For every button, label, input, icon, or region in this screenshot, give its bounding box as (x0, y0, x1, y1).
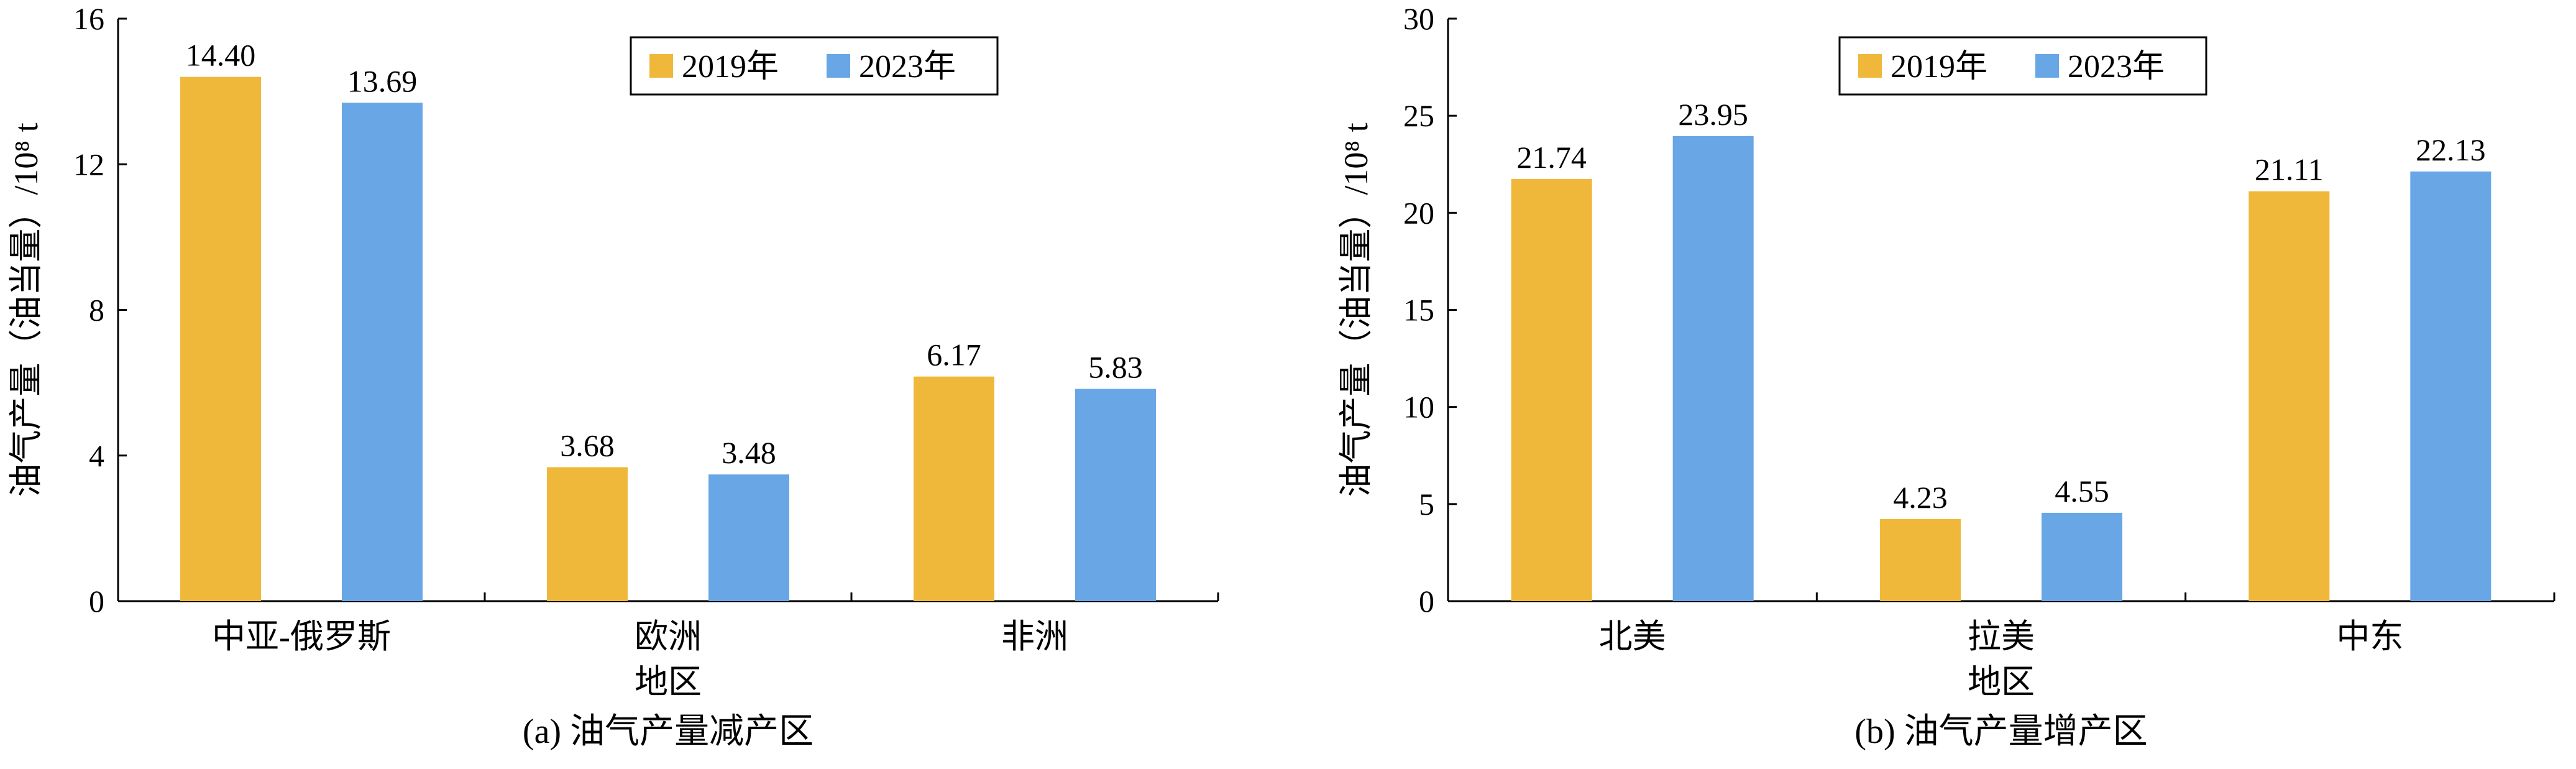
x-category-label: 中东 (2336, 618, 2403, 655)
legend-label: 2023年 (2068, 49, 2165, 85)
legend-swatch (2035, 54, 2059, 78)
y-tick-label: 0 (89, 584, 104, 619)
panel-a: 0 4 8 12 16 中亚-俄罗斯 14.40 13.69 欧洲 3.68 3.48 非洲 6.17 5… (7, 1, 1219, 751)
bar-value-label: 21.74 (1516, 140, 1587, 175)
bar-2019年 (547, 467, 628, 601)
y-tick-label: 10 (1403, 390, 1434, 425)
legend-label: 2019年 (682, 49, 779, 85)
bar-2019年 (1880, 518, 1961, 601)
legend-label: 2023年 (859, 49, 956, 85)
y-axis-title: 油气产量（油当量）/10⁸ t (7, 122, 45, 497)
x-category-label: 欧洲 (635, 618, 702, 655)
bar-2023年 (708, 474, 789, 601)
x-category-label: 中亚-俄罗斯 (212, 618, 391, 655)
bar-2023年 (2410, 171, 2491, 601)
y-axis-title: 油气产量（油当量）/10⁸ t (1337, 122, 1375, 497)
x-category-label: 拉美 (1968, 618, 2035, 655)
bar-value-label: 3.68 (560, 428, 615, 463)
panel-b: 0 5 10 15 20 25 30 北美 21.74 23.95 拉美 4.23 4.55 中东 21.1… (1337, 1, 2555, 751)
bar-2023年 (1075, 389, 1156, 601)
bar-2019年 (180, 76, 261, 601)
legend-box (630, 36, 999, 96)
bar-value-label: 6.17 (927, 338, 981, 372)
legend-swatch (1858, 54, 1882, 78)
x-category-label: 非洲 (1001, 618, 1068, 655)
panel-title: (b) 油气产量增产区 (1854, 712, 2147, 751)
bar-2023年 (1672, 136, 1754, 601)
bar-2019年 (2248, 191, 2330, 602)
x-axis-title: 地区 (1968, 663, 2035, 701)
y-tick-label: 16 (73, 1, 104, 36)
y-tick-label: 5 (1419, 487, 1434, 522)
bar-value-label: 21.11 (2255, 152, 2324, 187)
bar-value-label: 14.40 (186, 38, 256, 73)
bar-2023年 (2042, 512, 2122, 601)
bar-value-label: 22.13 (2416, 132, 2486, 167)
bar-2019年 (1511, 178, 1592, 602)
y-tick-label: 8 (89, 293, 104, 328)
x-category-label: 北美 (1599, 618, 1666, 655)
x-axis-title: 地区 (635, 663, 702, 701)
bar-2023年 (342, 103, 423, 602)
y-tick-label: 0 (1419, 584, 1434, 619)
legend-box (1838, 36, 2207, 96)
y-tick-label: 12 (73, 147, 104, 182)
bar-2019年 (914, 376, 994, 601)
bar-value-label: 5.83 (1088, 350, 1143, 385)
y-tick-label: 4 (89, 438, 104, 473)
bar-value-label: 3.48 (722, 435, 776, 470)
bar-value-label: 4.55 (2055, 474, 2109, 509)
bar-value-label: 13.69 (347, 63, 418, 98)
legend-label: 2019年 (1891, 49, 1987, 85)
bar-value-label: 23.95 (1678, 97, 1748, 132)
panel-title: (a) 油气产量减产区 (523, 712, 814, 751)
legend-swatch (827, 54, 850, 78)
y-tick-label: 25 (1403, 98, 1434, 133)
y-tick-label: 30 (1403, 1, 1434, 36)
y-tick-label: 20 (1403, 195, 1434, 230)
y-tick-label: 15 (1403, 293, 1434, 328)
legend-swatch (649, 54, 673, 78)
bar-value-label: 4.23 (1893, 480, 1948, 515)
